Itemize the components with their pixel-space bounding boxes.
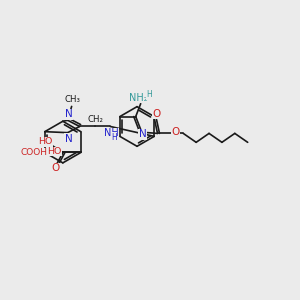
Text: COOH: COOH <box>20 148 47 157</box>
Text: CH₃: CH₃ <box>64 95 81 104</box>
Text: N: N <box>65 109 73 119</box>
Text: HO: HO <box>47 147 61 156</box>
Text: O: O <box>51 163 59 173</box>
Text: CH₂: CH₂ <box>87 115 104 124</box>
Text: NH: NH <box>104 128 119 138</box>
Text: HO: HO <box>38 137 52 146</box>
Text: H: H <box>111 133 117 142</box>
Text: H: H <box>147 90 152 99</box>
Text: N: N <box>139 129 146 140</box>
Text: O: O <box>171 128 179 137</box>
Text: N: N <box>65 134 73 144</box>
Text: O: O <box>152 109 161 118</box>
Text: NH₂: NH₂ <box>129 93 148 103</box>
